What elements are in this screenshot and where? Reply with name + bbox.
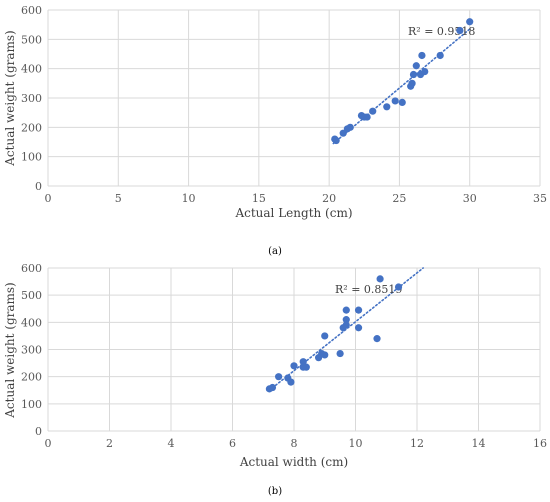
data-point — [394, 283, 403, 291]
x-tick-label: 14 — [472, 437, 486, 450]
x-axis-title: Actual width (cm) — [239, 455, 348, 469]
x-tick-label: 10 — [349, 437, 363, 450]
r-squared-label: R² = 0.8519 — [335, 283, 402, 296]
data-point — [376, 275, 384, 283]
y-tick-label: 0 — [35, 180, 42, 193]
x-tick-label: 30 — [463, 192, 477, 205]
x-tick-label: 6 — [229, 437, 236, 450]
x-tick-label: 16 — [533, 437, 547, 450]
data-point — [383, 103, 391, 111]
x-tick-label: 25 — [392, 192, 406, 205]
data-point — [398, 98, 406, 106]
data-point — [321, 332, 329, 340]
y-tick-label: 0 — [35, 425, 42, 438]
r-squared-label: R² = 0.9518 — [408, 25, 475, 38]
data-point — [302, 363, 310, 371]
data-point — [332, 136, 340, 145]
data-point — [342, 321, 350, 329]
x-tick-label: 20 — [322, 192, 336, 205]
data-point — [354, 306, 363, 314]
panel-caption: (b) — [268, 486, 282, 497]
y-tick-label: 200 — [21, 121, 42, 134]
y-tick-label: 300 — [21, 92, 42, 105]
data-point — [346, 123, 354, 131]
data-point — [391, 97, 399, 105]
data-point — [408, 79, 416, 87]
x-tick-label: 10 — [182, 192, 196, 205]
data-point — [369, 107, 377, 115]
y-tick-label: 600 — [21, 262, 42, 275]
y-tick-label: 500 — [21, 289, 42, 302]
y-tick-label: 400 — [21, 63, 42, 76]
chart-panel-b: 0 2 4 6 8 10 12 14 16 0 100 200 300 400 500 600 Actual w… — [3, 262, 547, 497]
data-point — [373, 335, 381, 343]
x-tick-label: 4 — [168, 437, 175, 450]
data-point — [421, 68, 429, 76]
x-tick-label: 5 — [115, 192, 122, 205]
data-point — [354, 324, 363, 332]
data-point — [342, 306, 350, 314]
y-axis-title: Actual weight (grams) — [3, 282, 17, 418]
y-tick-label: 600 — [21, 4, 42, 17]
data-point — [363, 113, 371, 121]
x-tick-label: 15 — [252, 192, 266, 205]
y-tick-label: 100 — [21, 398, 42, 411]
y-tick-label: 400 — [21, 316, 42, 329]
y-tick-label: 500 — [21, 33, 42, 46]
panel-caption: (a) — [268, 246, 282, 257]
x-tick-label: 8 — [291, 437, 298, 450]
x-tick-label: 0 — [45, 192, 52, 205]
data-point — [466, 18, 474, 26]
data-point — [299, 358, 307, 366]
x-tick-label: 35 — [533, 192, 547, 205]
data-point — [290, 362, 298, 370]
data-point — [342, 316, 350, 324]
y-tick-label: 100 — [21, 151, 42, 164]
data-point — [321, 351, 329, 359]
data-point — [268, 383, 277, 392]
chart-panel-a: 0 5 10 15 20 25 30 35 0 100 200 300 400 500 600 Actual … — [3, 4, 547, 257]
data-point — [418, 51, 426, 60]
data-point — [412, 62, 420, 70]
data-point — [287, 378, 295, 386]
y-tick-label: 300 — [21, 344, 42, 357]
x-tick-label: 12 — [410, 437, 424, 450]
x-tick-label: 2 — [106, 437, 113, 450]
data-point — [336, 349, 344, 358]
x-axis-title: Actual Length (cm) — [234, 206, 352, 220]
trendline — [332, 28, 471, 145]
data-point — [456, 26, 464, 35]
data-point — [275, 373, 283, 381]
data-point — [436, 51, 444, 60]
y-tick-label: 200 — [21, 371, 42, 384]
x-tick-label: 0 — [45, 437, 52, 450]
y-axis-title: Actual weight (grams) — [3, 30, 17, 166]
data-point — [409, 70, 418, 79]
